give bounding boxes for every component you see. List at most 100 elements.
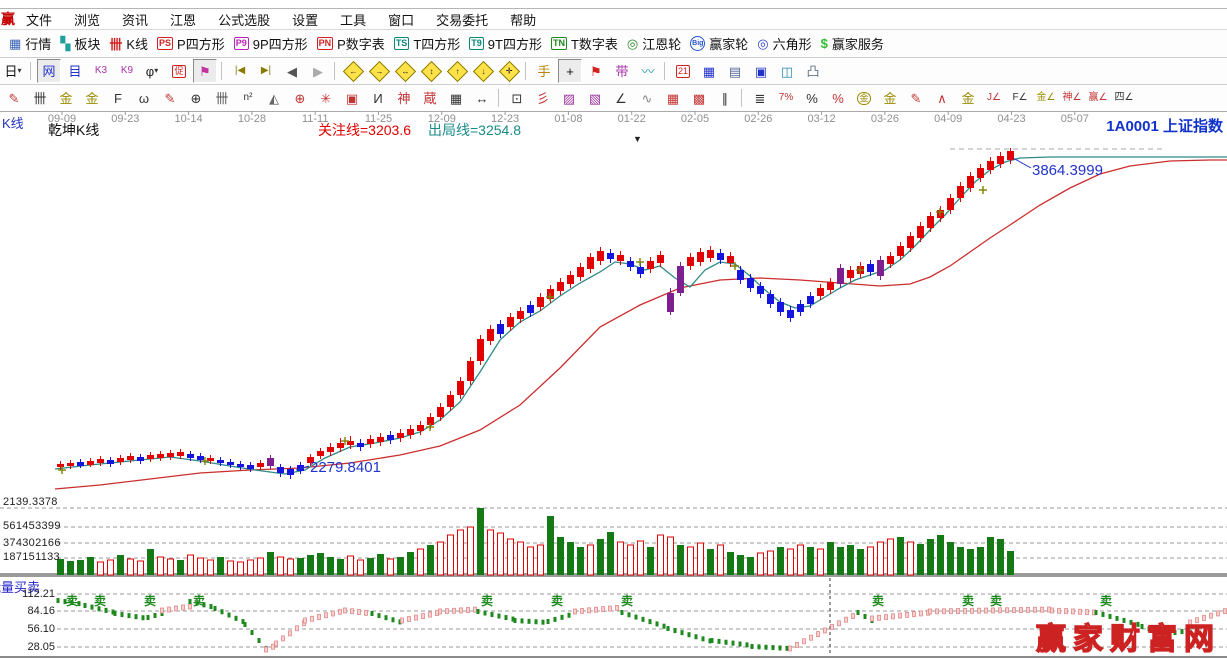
pen-gauge-tool[interactable]: ✎ (904, 86, 928, 110)
flag-tool-button[interactable]: ⚑ (193, 59, 217, 83)
percent-tool[interactable]: % (800, 86, 824, 110)
brush2-tool[interactable]: ✎ (158, 86, 182, 110)
circle-grid-tool[interactable]: ⊕ (184, 86, 208, 110)
zigzag-tool[interactable]: ∿ (635, 86, 659, 110)
menu-item-7[interactable]: 窗口 (388, 12, 415, 28)
candle-style-button[interactable]: φ ▾ (141, 59, 165, 83)
gold-circle-tool[interactable]: 金 (852, 86, 876, 110)
candle-style-button-dropdown-icon[interactable]: ▾ (154, 66, 159, 75)
gann-wheel-button[interactable]: ◎ 江恩轮 (627, 34, 681, 53)
gold-grid2-tool[interactable]: 金 (80, 86, 104, 110)
n2-tool[interactable]: n² (236, 86, 260, 110)
menu-item-2[interactable]: 资讯 (122, 12, 149, 28)
gann-grid-tool[interactable]: 卌 (28, 86, 52, 110)
angle-gold-tool[interactable]: 金∠ (1034, 86, 1058, 110)
kline3-button[interactable]: K3 (89, 59, 113, 83)
target-tool[interactable]: ⊕ (288, 86, 312, 110)
menu-item-3[interactable]: 江恩 (170, 12, 197, 28)
shen-grid-tool[interactable]: 神 (392, 86, 416, 110)
diamond-hspan-button[interactable]: ↔ (393, 59, 417, 83)
diamond-vspan-button[interactable]: ↕ (419, 59, 443, 83)
t-table-button[interactable]: TN T数字表 (550, 34, 618, 53)
angle-f-tool[interactable]: F∠ (1008, 86, 1032, 110)
red-grid2-tool[interactable]: ▩ (687, 86, 711, 110)
span-arrow-tool[interactable]: ↔ (470, 86, 494, 110)
diamond-up-button[interactable]: ↑ (445, 59, 469, 83)
winner-wheel-button[interactable]: Big 赢家轮 (690, 34, 748, 53)
menu-item-1[interactable]: 浏览 (74, 12, 101, 28)
ray-fan-tool[interactable]: 彡 (531, 86, 555, 110)
menu-item-4[interactable]: 公式选股 (218, 12, 271, 28)
mirror-angle-tool[interactable]: ◭ (262, 86, 286, 110)
nav-next-button[interactable]: ▶ (306, 59, 330, 83)
angle-j-tool[interactable]: J∠ (982, 86, 1006, 110)
gold-line-tool[interactable]: 金 (878, 86, 902, 110)
ribbon-tool-button[interactable]: 带 (610, 59, 634, 83)
menu-item-9[interactable]: 帮助 (510, 12, 537, 28)
p-square-button[interactable]: PS P四方形 (157, 34, 225, 53)
curve-tool-button[interactable]: 〰 (636, 59, 660, 83)
angle-ying-tool[interactable]: 赢∠ (1086, 86, 1110, 110)
kline-button[interactable]: 卌 K线 (109, 34, 148, 53)
t-square-button[interactable]: TS T四方形 (393, 34, 460, 53)
angle-shen-tool[interactable]: 神∠ (1060, 86, 1084, 110)
brush-tool[interactable]: ✎ (2, 86, 26, 110)
menu-item-6[interactable]: 工具 (340, 12, 367, 28)
measure-tool[interactable]: ≣ (748, 86, 772, 110)
fan-box2-tool[interactable]: ▧ (583, 86, 607, 110)
crosshair-tool-button[interactable]: + (558, 59, 582, 83)
fan-box-tool[interactable]: ▨ (557, 86, 581, 110)
percent7-tool[interactable]: 7% (774, 86, 798, 110)
period-day-button-dropdown-icon[interactable]: ▾ (17, 66, 22, 75)
sector-button[interactable]: ▚ 板块 (60, 34, 100, 53)
t9-square-button[interactable]: T9 9T四方形 (469, 34, 542, 53)
notepad-button[interactable]: ▤ (723, 59, 747, 83)
monitor-globe-button[interactable]: ◫ (775, 59, 799, 83)
nav-last-button[interactable]: ▶| (254, 59, 278, 83)
kline-chart[interactable] (0, 111, 1227, 660)
kline9-button[interactable]: K9 (115, 59, 139, 83)
zang-grid-tool[interactable]: 蔵 (418, 86, 442, 110)
diamond-left-button[interactable]: ← (341, 59, 365, 83)
starburst-tool[interactable]: ✳ (314, 86, 338, 110)
p-table-button[interactable]: PN P数字表 (316, 34, 385, 53)
cu-tool-button[interactable]: 促 (167, 59, 191, 83)
hand-tool-button[interactable]: 手 (532, 59, 556, 83)
percent-line-tool[interactable]: % (826, 86, 850, 110)
parallel-tool[interactable]: ∥ (713, 86, 737, 110)
menu-item-0[interactable]: 文件 (26, 12, 53, 28)
wave-a-tool[interactable]: ∧ (930, 86, 954, 110)
gold-grid-tool[interactable]: 金 (54, 86, 78, 110)
diamond-down-button[interactable]: ↓ (471, 59, 495, 83)
calculator-button[interactable]: ▦ (697, 59, 721, 83)
calendar-button[interactable]: 21 (671, 59, 695, 83)
printer-button[interactable]: 凸 (801, 59, 825, 83)
quote-button[interactable]: ▦ 行情 (9, 34, 51, 53)
service-button[interactable]: $ 赢家服务 (821, 34, 884, 53)
nav-first-button[interactable]: |◀ (228, 59, 252, 83)
angle-lines-tool[interactable]: ∠ (609, 86, 633, 110)
box-tool[interactable]: ⊡ (505, 86, 529, 110)
diamond-center-button[interactable]: ✛ (497, 59, 521, 83)
p9-square-button[interactable]: P9 9P四方形 (233, 34, 308, 53)
layout-pattern-button[interactable]: 网 (37, 59, 61, 83)
menu-item-8[interactable]: 交易委托 (436, 12, 489, 28)
box-star-tool[interactable]: ▣ (340, 86, 364, 110)
f-grid-tool[interactable]: F (106, 86, 130, 110)
spiral-tool[interactable]: ω (132, 86, 156, 110)
nav-prev-button[interactable]: ◀ (280, 59, 304, 83)
save-button[interactable]: ▣ (749, 59, 773, 83)
red-grid-tool[interactable]: ▦ (661, 86, 685, 110)
gold-line2-tool[interactable]: 金 (956, 86, 980, 110)
diamond-right-button[interactable]: → (367, 59, 391, 83)
dense-grid-tool[interactable]: 卌 (210, 86, 234, 110)
period-day-button[interactable]: 日 ▾ (2, 59, 26, 83)
ruler-grid-tool[interactable]: ▦ (444, 86, 468, 110)
info-panel-button[interactable]: 目 (63, 59, 87, 83)
angle-si-tool[interactable]: 四∠ (1112, 86, 1136, 110)
hexagon-button[interactable]: ◎ 六角形 (757, 34, 811, 53)
quote-mark-tool[interactable]: И (366, 86, 390, 110)
person-flag-button[interactable]: ⚑ (584, 59, 608, 83)
menu-item-5[interactable]: 设置 (292, 12, 319, 28)
kline-panel-tab[interactable]: K线 (2, 116, 24, 131)
